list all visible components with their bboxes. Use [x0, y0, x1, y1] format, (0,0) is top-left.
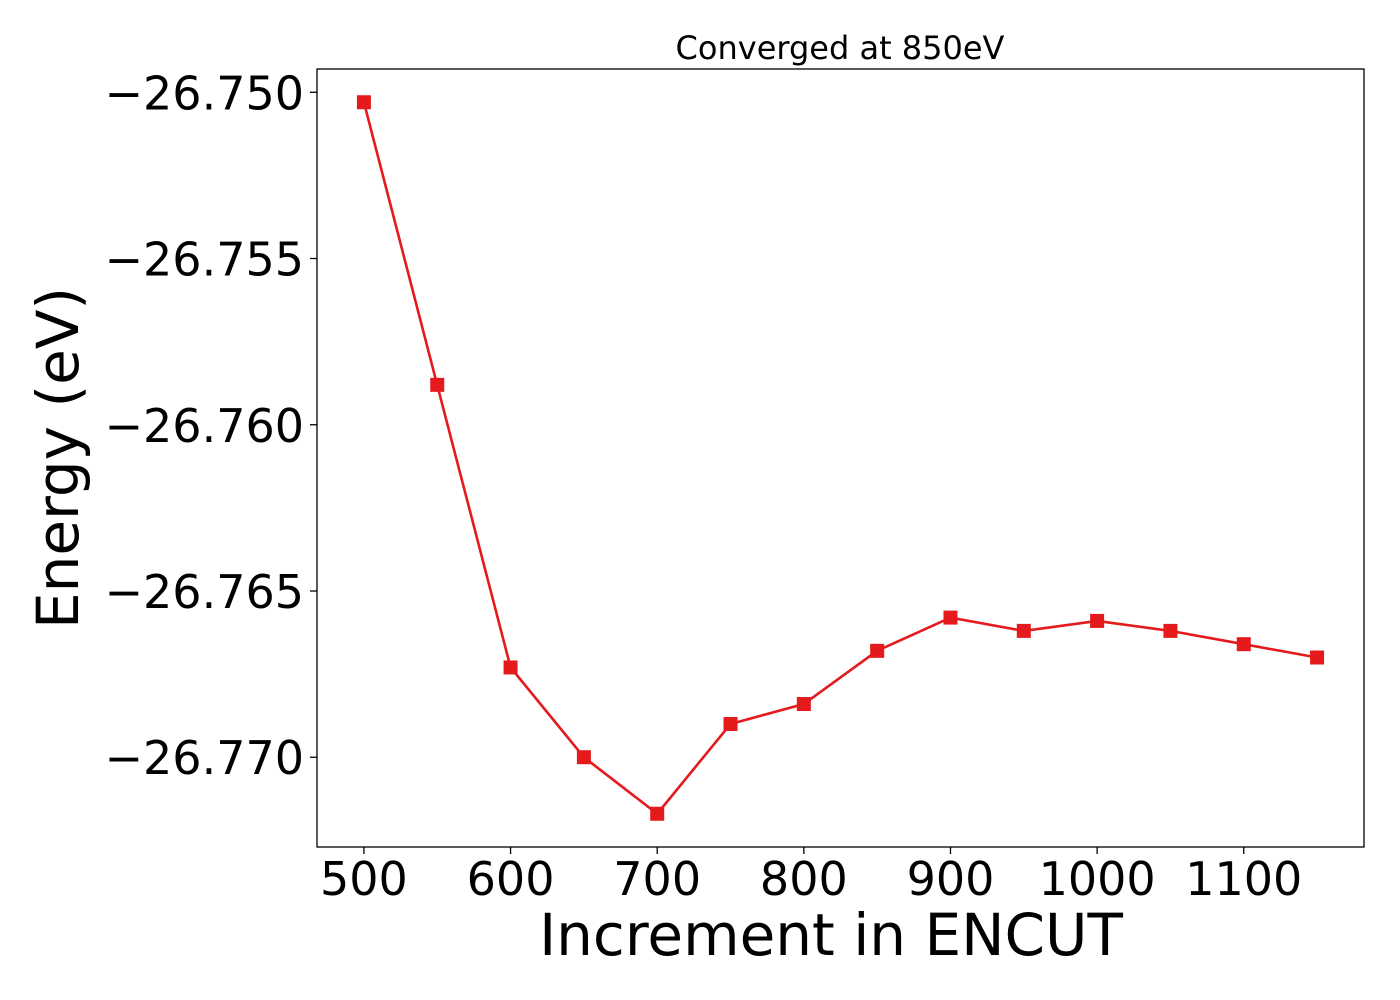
- series-line: [362, 101, 1318, 816]
- data-point-marker: [650, 806, 665, 821]
- series-layer: [356, 95, 1325, 821]
- data-point-marker: [943, 610, 958, 625]
- data-point-marker: [870, 643, 885, 658]
- data-point-marker: [1163, 623, 1178, 638]
- y-tick-label: −26.750: [105, 66, 305, 120]
- y-axis-ticks: −26.750 −26.755 −26.760 −26.765 −26.770: [105, 66, 317, 785]
- data-point-marker: [356, 95, 371, 110]
- x-tick-label: 1100: [1185, 852, 1302, 906]
- data-point-marker: [1090, 613, 1105, 628]
- y-tick-label: −26.770: [105, 731, 305, 785]
- data-point-marker: [796, 697, 811, 712]
- data-point-marker: [1236, 637, 1251, 652]
- data-point-marker: [723, 716, 738, 731]
- x-axis-label: Increment in ENCUT: [539, 901, 1123, 969]
- y-tick-label: −26.760: [105, 399, 305, 453]
- data-point-marker: [1310, 650, 1325, 665]
- x-tick-label: 500: [320, 852, 408, 906]
- data-point-marker: [430, 377, 445, 392]
- x-axis-ticks: 500 600 700 800 900 1000 1100: [320, 847, 1302, 906]
- chart-title: Converged at 850eV: [676, 29, 1005, 67]
- y-axis-label: Energy (eV): [24, 287, 92, 629]
- plot-frame: [316, 68, 1365, 848]
- x-tick-label: 900: [907, 852, 995, 906]
- x-tick-label: 600: [467, 852, 555, 906]
- y-tick-label: −26.755: [105, 233, 305, 287]
- data-point-marker: [576, 750, 591, 765]
- x-tick-label: 1000: [1039, 852, 1156, 906]
- x-tick-label: 800: [760, 852, 848, 906]
- x-tick-label: 700: [613, 852, 701, 906]
- data-point-marker: [503, 660, 518, 675]
- y-tick-label: −26.765: [105, 565, 305, 619]
- data-point-marker: [1016, 623, 1031, 638]
